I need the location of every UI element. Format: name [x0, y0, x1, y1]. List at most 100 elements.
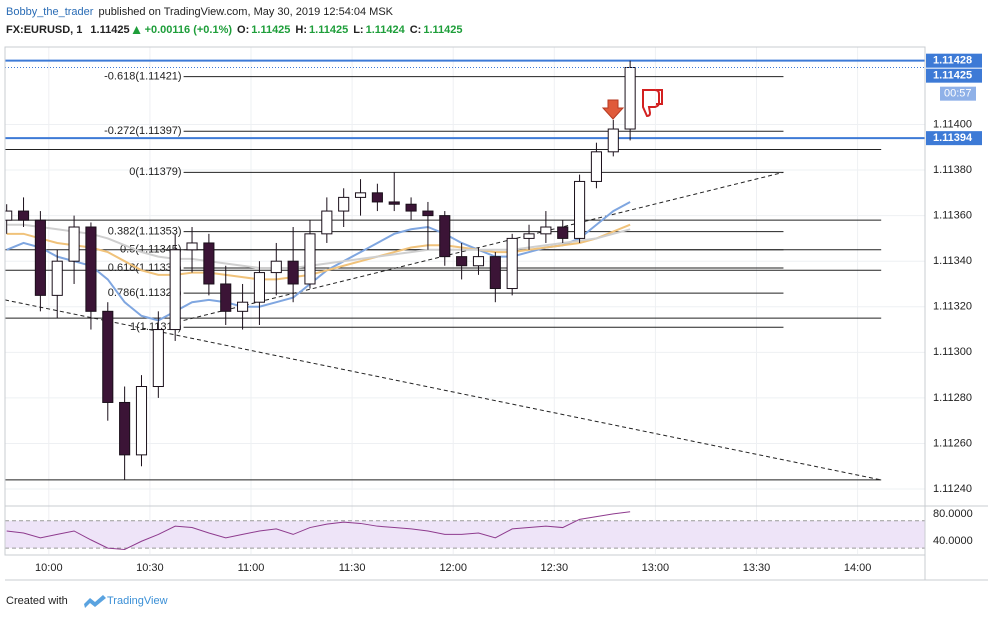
candle-body — [304, 233, 316, 285]
y-tick-label: 1.11260 — [933, 437, 972, 449]
footer-prefix: Created with — [6, 595, 68, 607]
ohlc-label: L: — [353, 24, 363, 36]
candle-body — [354, 192, 367, 198]
fib-label: 0(1.11379) — [129, 166, 181, 178]
candle-body — [321, 210, 333, 235]
x-tick-label: 10:00 — [35, 562, 63, 574]
ohlc-label: O: — [237, 24, 249, 36]
plot: -0.618(1.11421) -0.272(1.11397) 0(1.11379)… — [5, 59, 925, 481]
x-tick-label: 12:30 — [541, 562, 569, 574]
candle-body — [152, 329, 164, 388]
candle-body — [540, 226, 552, 235]
candle-body — [405, 203, 417, 212]
y-tick-label: 1.11320 — [933, 301, 972, 313]
candle-body — [68, 226, 80, 262]
up-triangle — [132, 26, 141, 34]
y-tick-label: 1.11300 — [933, 346, 972, 358]
x-tick-label: 13:30 — [743, 562, 771, 574]
author: Bobby_the_trader — [6, 6, 94, 18]
y-tick-label: 1.11240 — [933, 483, 972, 495]
ohlc-value: 1.11425 — [423, 24, 462, 36]
published: published on TradingView.com, May 30, 20… — [98, 6, 393, 18]
x-tick-label: 11:00 — [238, 562, 265, 574]
countdown: 00:57 — [944, 88, 972, 100]
candle-body — [135, 386, 148, 456]
fib-label: -0.618(1.11421) — [104, 71, 181, 83]
candle-body — [388, 201, 400, 205]
x-tick-label: 13:00 — [642, 562, 670, 574]
candle-body — [523, 233, 535, 239]
sell-arrow — [601, 99, 625, 120]
y-tick-label: 1.11360 — [933, 210, 972, 222]
candle-body — [253, 272, 265, 303]
x-tick-label: 11:30 — [339, 562, 366, 574]
candle-body — [220, 283, 232, 312]
candle-body — [102, 310, 114, 403]
price-label: 1.11428 — [933, 55, 972, 67]
rsi-tick-label: 40.0000 — [933, 535, 973, 547]
fib-label: -0.272(1.11397) — [104, 125, 181, 137]
icons — [601, 89, 663, 120]
candle-body — [34, 219, 46, 296]
candle-body — [237, 301, 249, 312]
moving-average — [6, 201, 631, 322]
ohlc-value: 1.11424 — [366, 24, 406, 36]
fib-label: 1(1.11311) — [130, 321, 182, 333]
candle-body — [287, 260, 299, 285]
y-tick-label: 1.11340 — [933, 255, 972, 267]
candle-body — [506, 237, 518, 290]
candle-body — [169, 249, 181, 331]
candle-body — [557, 226, 569, 239]
candle-body — [624, 67, 636, 130]
change: +0.00116 (+0.1%) — [145, 24, 233, 36]
thumbs-down — [642, 89, 663, 118]
x-tick-label: 12:00 — [439, 562, 467, 574]
candle-body — [338, 196, 350, 212]
candle-body — [186, 242, 198, 251]
trendline — [183, 171, 784, 321]
candle-body — [17, 210, 30, 221]
candle-body — [607, 128, 619, 153]
price-label-box — [926, 68, 982, 83]
candle-body — [119, 401, 131, 456]
candle-body — [574, 180, 586, 239]
candle-body — [439, 215, 451, 258]
candle-body — [472, 256, 485, 267]
brand-logo — [84, 595, 106, 608]
x-tick-label: 10:30 — [136, 562, 164, 574]
axes — [4, 46, 988, 581]
y-tick-label: 1.11380 — [933, 164, 972, 176]
price-label-box — [926, 131, 982, 146]
candle-body — [85, 226, 97, 312]
footer-brand: TradingView — [107, 595, 168, 607]
rsi-pane — [5, 511, 925, 550]
price-label: 1.11394 — [933, 132, 973, 144]
last-price: 1.11425 — [90, 24, 129, 36]
x-tick-label: 14:00 — [844, 562, 872, 574]
fib-label: 0.786(1.11326) — [108, 287, 182, 299]
candle-body — [422, 210, 434, 217]
rsi-line — [6, 511, 631, 550]
trendline — [5, 299, 882, 481]
candle-body — [270, 260, 282, 274]
ohlc-label: H: — [295, 24, 307, 36]
y-tick-label: 1.11400 — [933, 118, 972, 130]
price-label-box — [926, 53, 982, 68]
rsi-tick-label: 80.0000 — [933, 508, 973, 520]
candle-body — [489, 256, 501, 290]
price-label: 1.11425 — [933, 70, 972, 82]
candle-body — [5, 210, 13, 221]
labels: 1.11240 1.11260 1.11280 1.11300 1.11320 1.113… — [35, 53, 982, 574]
candle-body — [456, 256, 468, 267]
symbol: FX:EURUSD, 1 — [6, 24, 82, 36]
moving-average — [6, 223, 631, 270]
fib-label: 0.382(1.11353) — [108, 225, 182, 237]
candle-body — [371, 192, 383, 203]
ohlc-label: C: — [410, 24, 422, 36]
countdown-box — [940, 86, 976, 101]
ohlc-value: 1.11425 — [309, 24, 348, 36]
candle-body — [203, 242, 215, 285]
y-tick-label: 1.11280 — [933, 392, 972, 404]
